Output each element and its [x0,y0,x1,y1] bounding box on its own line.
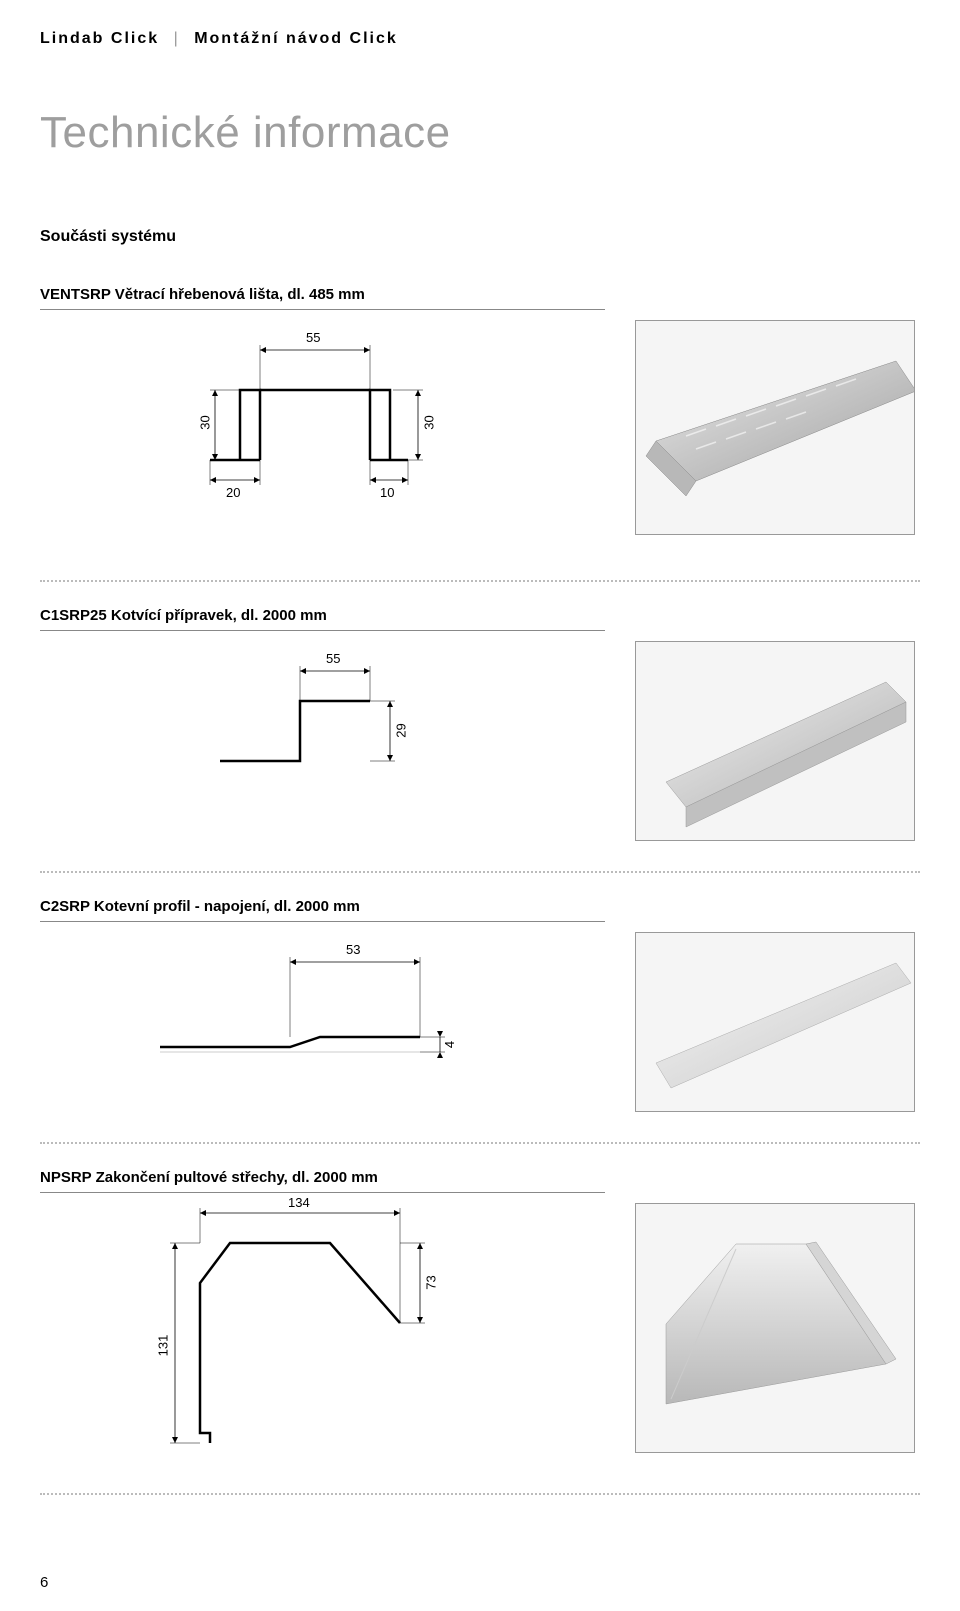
dim-bot-right: 10 [380,485,394,500]
header-doc: Montážní návod Click [194,30,398,47]
dim-right: 73 [424,1275,439,1289]
section-title: C1SRP25 Kotvící přípravek, dl. 2000 mm [40,607,605,631]
section-title: NPSRP Zakončení pultové střechy, dl. 200… [40,1169,605,1193]
section-title: C2SRP Kotevní profil - napojení, dl. 200… [40,898,605,922]
subtitle: Součásti systému [40,228,920,246]
separator [40,580,920,582]
photo-npsrp [635,1203,915,1453]
section-c1srp25: C1SRP25 Kotvící přípravek, dl. 2000 mm [40,607,920,841]
diagram-c1srp25: 55 29 [40,641,605,841]
section-ventsrp: VENTSRP Větrací hřebenová lišta, dl. 485… [40,286,920,550]
dim-right: 29 [394,723,409,737]
photo-ventsrp [635,320,915,535]
dim-right: 30 [422,415,437,429]
diagram-c2srp: 53 4 [40,932,605,1112]
dim-left: 131 [155,1335,170,1357]
photo-c2srp [635,932,915,1112]
section-title: VENTSRP Větrací hřebenová lišta, dl. 485… [40,286,605,310]
photo-c1srp25 [635,641,915,841]
main-title: Technické informace [40,108,920,158]
section-c2srp: C2SRP Kotevní profil - napojení, dl. 200… [40,898,920,1112]
dim-top: 55 [306,330,320,345]
dim-top: 55 [326,651,340,666]
dim-bot-left: 20 [226,485,240,500]
separator [40,1493,920,1495]
page-number: 6 [40,1574,48,1591]
dim-right: 4 [442,1041,457,1048]
page-header: Lindab Click | Montážní návod Click [40,30,920,48]
diagram-npsrp: 134 131 73 [40,1203,605,1463]
header-brand: Lindab Click [40,30,159,47]
dim-left: 30 [198,415,213,429]
dim-top: 53 [346,942,360,957]
section-npsrp: NPSRP Zakončení pultové střechy, dl. 200… [40,1169,920,1463]
diagram-ventsrp: 55 30 30 20 10 [40,320,605,550]
separator [40,1142,920,1144]
dim-top: 134 [288,1195,310,1210]
header-separator: | [174,30,180,47]
separator [40,871,920,873]
